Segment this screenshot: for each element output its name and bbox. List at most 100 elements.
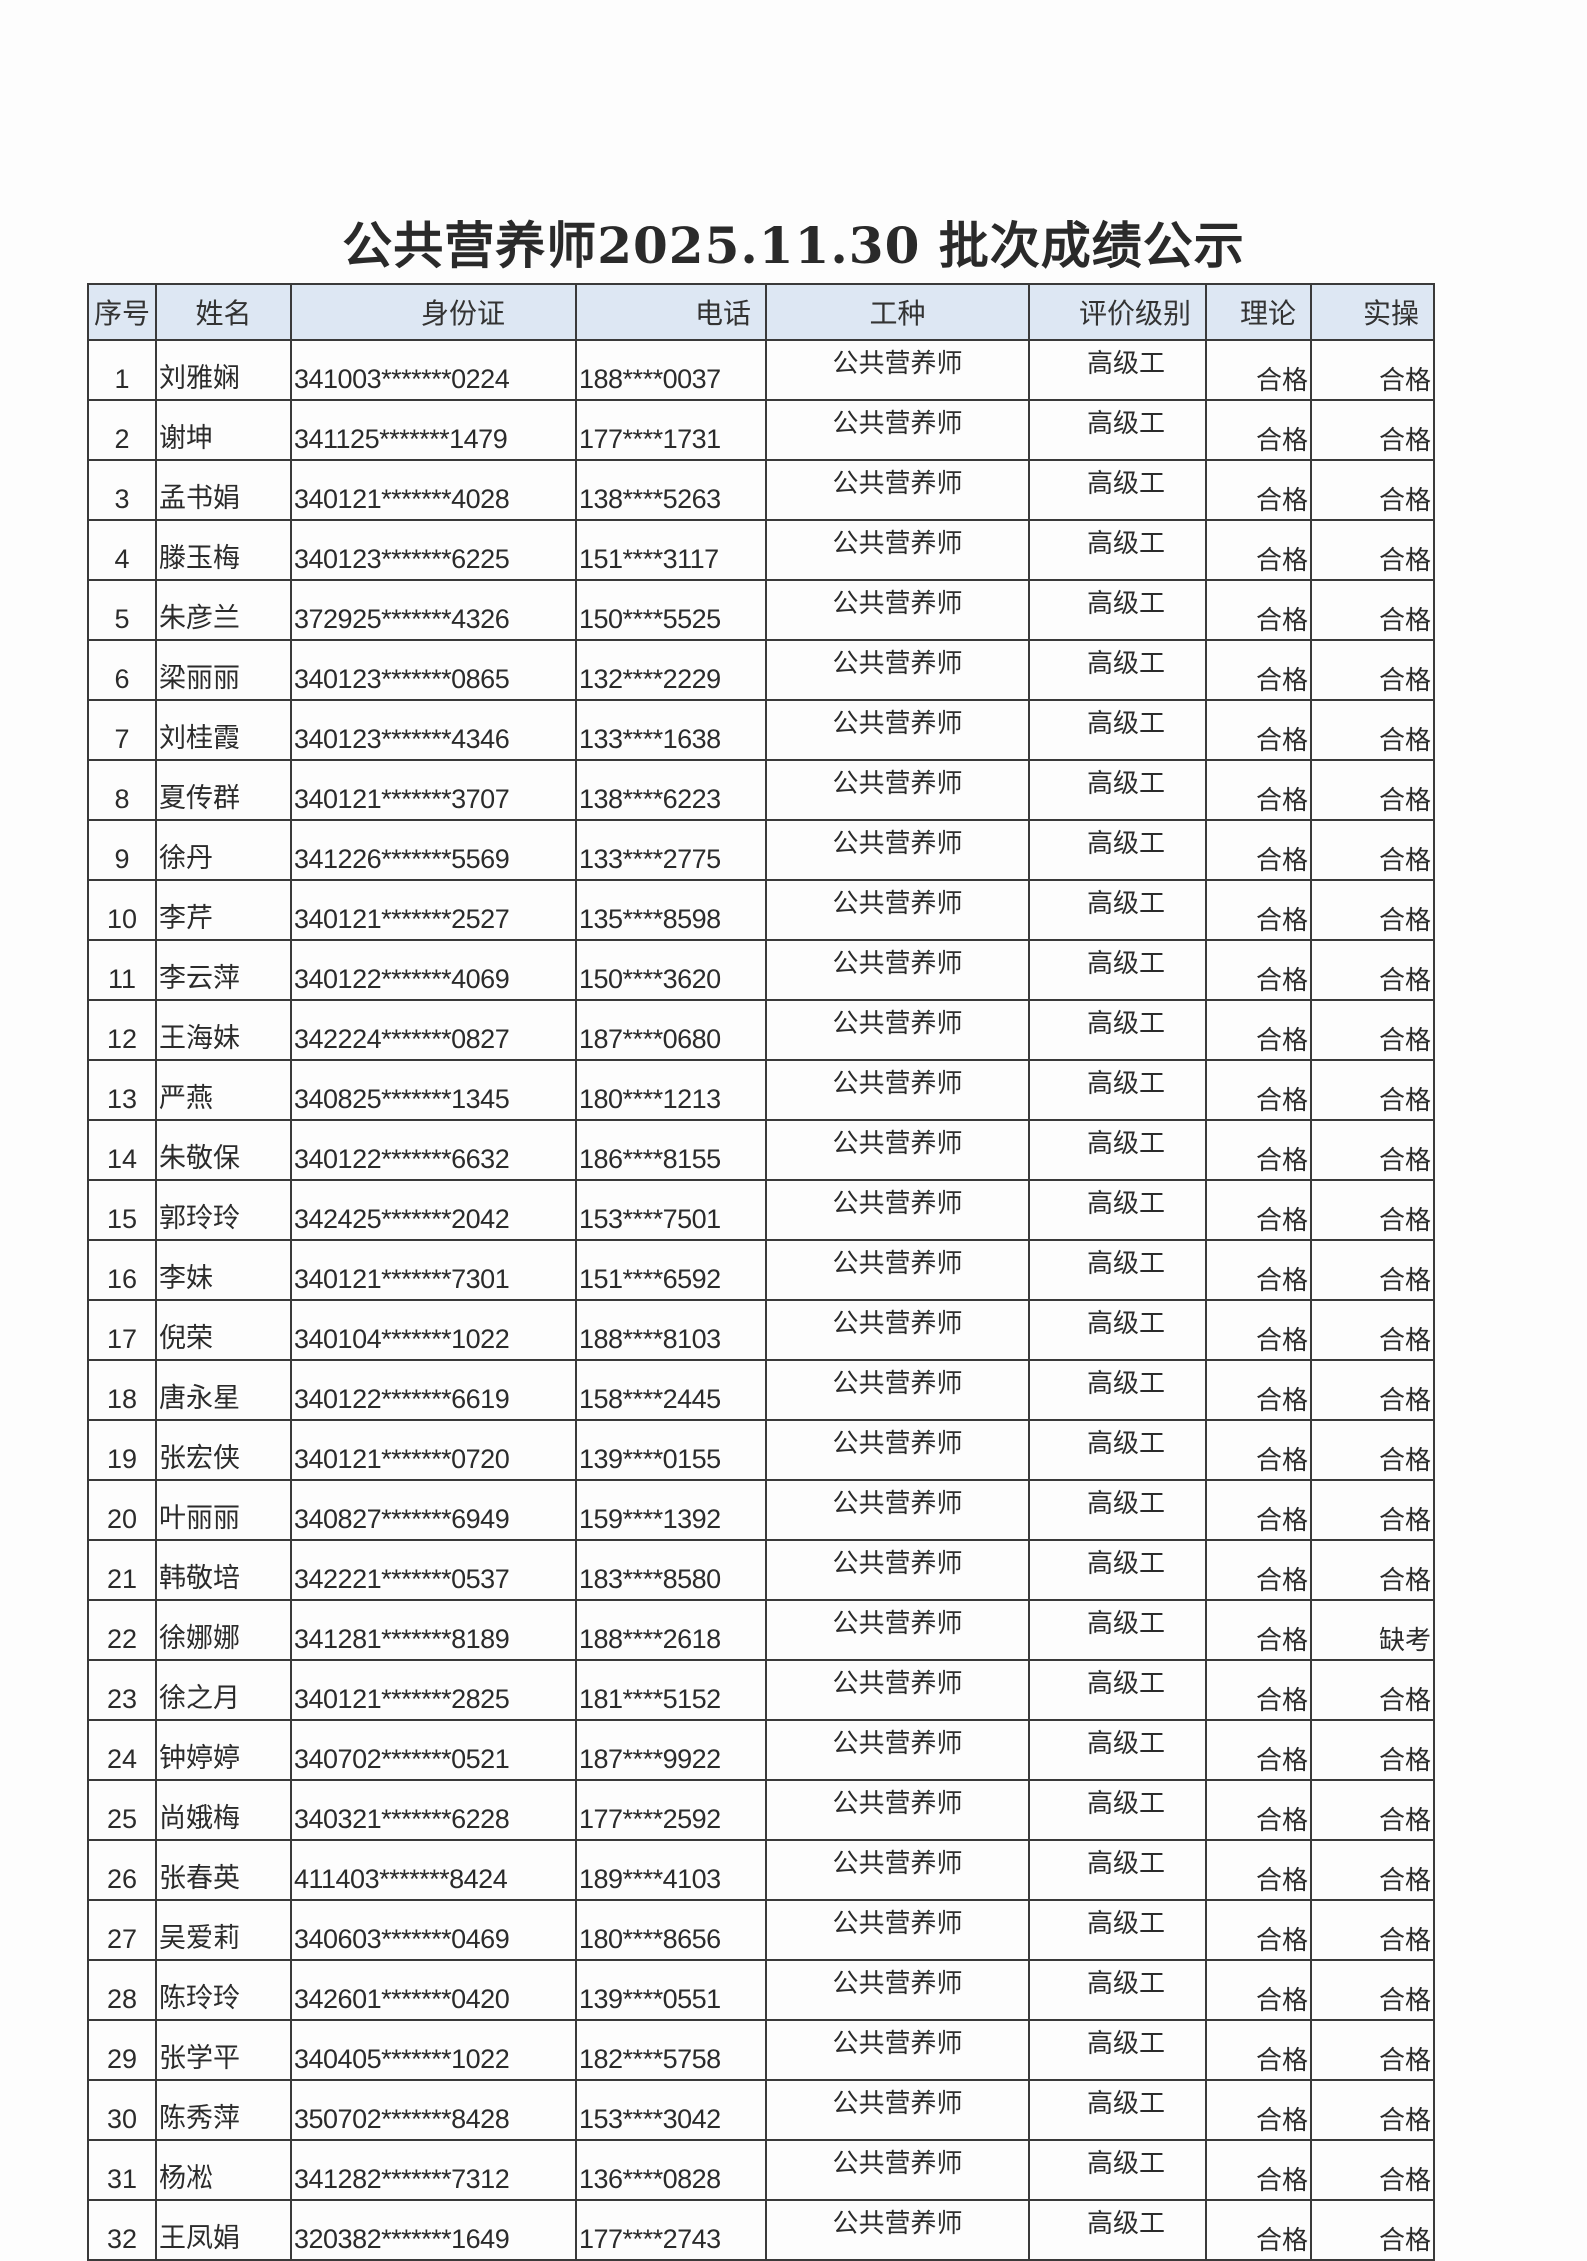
practice-result-cell: 合格 [1310, 939, 1435, 1001]
phone-cell: 158****2445 [575, 1359, 767, 1421]
name-cell: 唐永星 [155, 1359, 292, 1421]
id-number-cell: 340121*******2825 [290, 1659, 577, 1721]
practice-result-cell: 合格 [1310, 699, 1435, 761]
name-cell: 梁丽丽 [155, 639, 292, 701]
theory-result-cell: 合格 [1205, 459, 1312, 521]
id-number-cell: 372925*******4326 [290, 579, 577, 641]
row-number: 28 [87, 1959, 157, 2021]
theory-result-cell: 合格 [1205, 2019, 1312, 2081]
id-number-cell: 341282*******7312 [290, 2139, 577, 2201]
theory-result-cell: 合格 [1205, 519, 1312, 581]
level-cell: 高级工 [1028, 2199, 1207, 2261]
level-cell: 高级工 [1028, 1899, 1207, 1961]
theory-result-cell: 合格 [1205, 579, 1312, 641]
table-row: 20 叶丽丽 340827*******6949 159****1392 公共营养师 高级… [87, 1479, 1435, 1541]
table-row: 22 徐娜娜 341281*******8189 188****2618 公共营养师 高级… [87, 1599, 1435, 1661]
job-type-cell: 公共营养师 [765, 1959, 1030, 2021]
job-type-cell: 公共营养师 [765, 1659, 1030, 1721]
theory-result-cell: 合格 [1205, 1059, 1312, 1121]
theory-result-cell: 合格 [1205, 1839, 1312, 1901]
theory-result-cell: 合格 [1205, 1479, 1312, 1541]
id-number-cell: 342601*******0420 [290, 1959, 577, 2021]
theory-result-cell: 合格 [1205, 1899, 1312, 1961]
theory-result-cell: 合格 [1205, 639, 1312, 701]
table-row: 10 李芹 340121*******2527 135****8598 公共营养师 高级工… [87, 879, 1435, 941]
row-number: 8 [87, 759, 157, 821]
job-type-cell: 公共营养师 [765, 1359, 1030, 1421]
practice-result-cell: 合格 [1310, 1239, 1435, 1301]
phone-cell: 136****0828 [575, 2139, 767, 2201]
phone-cell: 159****1392 [575, 1479, 767, 1541]
level-cell: 高级工 [1028, 1719, 1207, 1781]
table-row: 27 吴爱莉 340603*******0469 180****8656 公共营养师 高级… [87, 1899, 1435, 1961]
table-row: 7 刘桂霞 340123*******4346 133****1638 公共营养师 高级工… [87, 699, 1435, 761]
practice-result-cell: 合格 [1310, 579, 1435, 641]
job-type-cell: 公共营养师 [765, 2199, 1030, 2261]
job-type-cell: 公共营养师 [765, 2139, 1030, 2201]
level-cell: 高级工 [1028, 699, 1207, 761]
phone-cell: 188****8103 [575, 1299, 767, 1361]
name-cell: 李云萍 [155, 939, 292, 1001]
practice-result-cell: 合格 [1310, 1179, 1435, 1241]
level-cell: 高级工 [1028, 399, 1207, 461]
id-number-cell: 340121*******2527 [290, 879, 577, 941]
job-type-cell: 公共营养师 [765, 459, 1030, 521]
job-type-cell: 公共营养师 [765, 579, 1030, 641]
row-number: 9 [87, 819, 157, 881]
theory-result-cell: 合格 [1205, 1359, 1312, 1421]
table-row: 23 徐之月 340121*******2825 181****5152 公共营养师 高级… [87, 1659, 1435, 1721]
phone-cell: 135****8598 [575, 879, 767, 941]
job-type-cell: 公共营养师 [765, 2019, 1030, 2081]
theory-result-cell: 合格 [1205, 2199, 1312, 2261]
practice-result-cell: 合格 [1310, 1839, 1435, 1901]
table-row: 3 孟书娟 340121*******4028 138****5263 公共营养师 高级工… [87, 459, 1435, 521]
row-number: 26 [87, 1839, 157, 1901]
theory-result-cell: 合格 [1205, 819, 1312, 881]
name-cell: 尚娥梅 [155, 1779, 292, 1841]
id-number-cell: 340123*******0865 [290, 639, 577, 701]
level-cell: 高级工 [1028, 639, 1207, 701]
practice-result-cell: 合格 [1310, 459, 1435, 521]
header-level: 评价级别 [1028, 283, 1207, 341]
row-number: 5 [87, 579, 157, 641]
phone-cell: 139****0155 [575, 1419, 767, 1481]
id-number-cell: 340123*******6225 [290, 519, 577, 581]
name-cell: 倪荣 [155, 1299, 292, 1361]
level-cell: 高级工 [1028, 1539, 1207, 1601]
theory-result-cell: 合格 [1205, 1659, 1312, 1721]
phone-cell: 182****5758 [575, 2019, 767, 2081]
practice-result-cell: 合格 [1310, 2079, 1435, 2141]
id-number-cell: 341003*******0224 [290, 339, 577, 401]
name-cell: 张宏侠 [155, 1419, 292, 1481]
table-row: 16 李妹 340121*******7301 151****6592 公共营养师 高级工… [87, 1239, 1435, 1301]
name-cell: 李妹 [155, 1239, 292, 1301]
job-type-cell: 公共营养师 [765, 1779, 1030, 1841]
id-number-cell: 411403*******8424 [290, 1839, 577, 1901]
level-cell: 高级工 [1028, 1479, 1207, 1541]
job-type-cell: 公共营养师 [765, 1599, 1030, 1661]
level-cell: 高级工 [1028, 999, 1207, 1061]
practice-result-cell: 合格 [1310, 639, 1435, 701]
row-number: 6 [87, 639, 157, 701]
practice-result-cell: 合格 [1310, 1539, 1435, 1601]
practice-result-cell: 合格 [1310, 2019, 1435, 2081]
phone-cell: 188****2618 [575, 1599, 767, 1661]
results-table: 序号 姓名 身份证 电话 工种 评价级别 理论 实操 1 刘雅娴 341003***… [87, 283, 1435, 2261]
theory-result-cell: 合格 [1205, 879, 1312, 941]
name-cell: 刘雅娴 [155, 339, 292, 401]
name-cell: 严燕 [155, 1059, 292, 1121]
table-row: 24 钟婷婷 340702*******0521 187****9922 公共营养师 高级… [87, 1719, 1435, 1781]
phone-cell: 187****9922 [575, 1719, 767, 1781]
table-row: 19 张宏侠 340121*******0720 139****0155 公共营养师 高级… [87, 1419, 1435, 1481]
row-number: 15 [87, 1179, 157, 1241]
id-number-cell: 350702*******8428 [290, 2079, 577, 2141]
row-number: 22 [87, 1599, 157, 1661]
phone-cell: 139****0551 [575, 1959, 767, 2021]
row-number: 17 [87, 1299, 157, 1361]
header-theory: 理论 [1205, 283, 1312, 341]
row-number: 12 [87, 999, 157, 1061]
practice-result-cell: 合格 [1310, 339, 1435, 401]
phone-cell: 153****3042 [575, 2079, 767, 2141]
row-number: 21 [87, 1539, 157, 1601]
id-number-cell: 340122*******6619 [290, 1359, 577, 1421]
